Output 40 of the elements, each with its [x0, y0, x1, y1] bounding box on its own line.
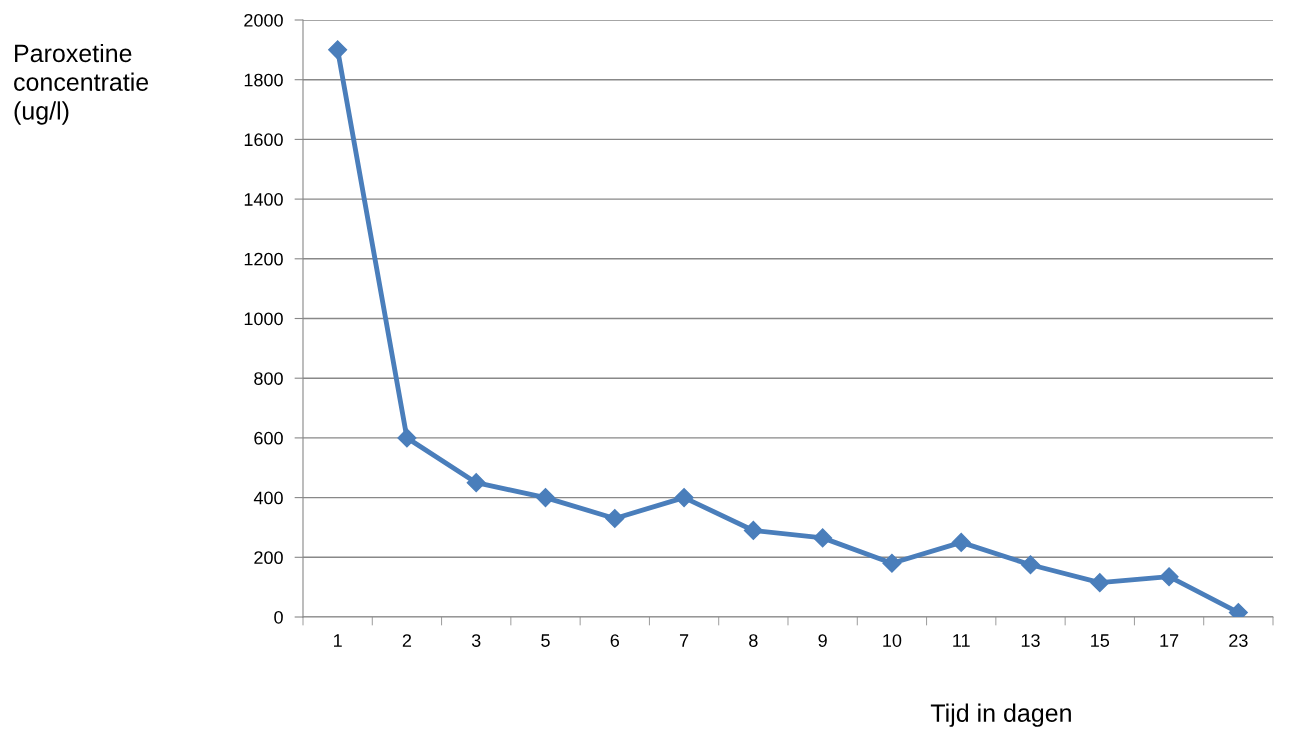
point	[1159, 567, 1179, 587]
y-tick-label: 200	[254, 551, 283, 565]
point	[466, 473, 486, 493]
x-axis-title: Tijd in dagen	[930, 703, 1071, 727]
y-tick-label: 2000	[244, 13, 283, 27]
y-tick-label: 1200	[244, 252, 283, 266]
point	[605, 508, 625, 529]
x-tick-label: 8	[749, 634, 758, 647]
y-tick-label: 800	[254, 372, 283, 385]
point	[535, 488, 556, 508]
x-tick-label: 7	[679, 634, 689, 647]
point	[951, 532, 971, 552]
y-tick-label: 1000	[244, 312, 283, 326]
x-tick-label: 23	[1229, 634, 1248, 647]
x-tick-label: 2	[402, 634, 412, 647]
x-tick-label: 9	[818, 634, 827, 647]
x-tick-label: 11	[953, 634, 970, 647]
point	[813, 528, 833, 548]
y-tick-label: 1400	[244, 193, 283, 206]
point	[743, 520, 763, 540]
point	[328, 40, 348, 60]
y-axis-title: Paroxetine concentratie (ug/l)	[14, 43, 149, 125]
x-tick-label: 10	[883, 634, 902, 647]
point	[674, 488, 694, 508]
x-tick-label: 15	[1091, 634, 1110, 647]
x-tick-label: 1	[334, 634, 342, 647]
y-tick-label: 600	[254, 431, 283, 445]
point	[1090, 573, 1110, 593]
y-tick-label: 400	[253, 491, 283, 505]
x-tick-label: 6	[610, 634, 620, 647]
point	[1020, 555, 1041, 575]
y-tick-label: 0	[274, 610, 283, 624]
x-tick-label: 3	[471, 634, 481, 647]
y-tick-label: 1800	[244, 73, 283, 87]
x-tick-label: 13	[1021, 634, 1040, 647]
x-tick-label: 5	[541, 634, 550, 647]
point	[397, 428, 417, 448]
x-tick-label: 17	[1160, 634, 1179, 647]
point	[882, 553, 902, 573]
y-tick-label: 1600	[244, 133, 283, 147]
